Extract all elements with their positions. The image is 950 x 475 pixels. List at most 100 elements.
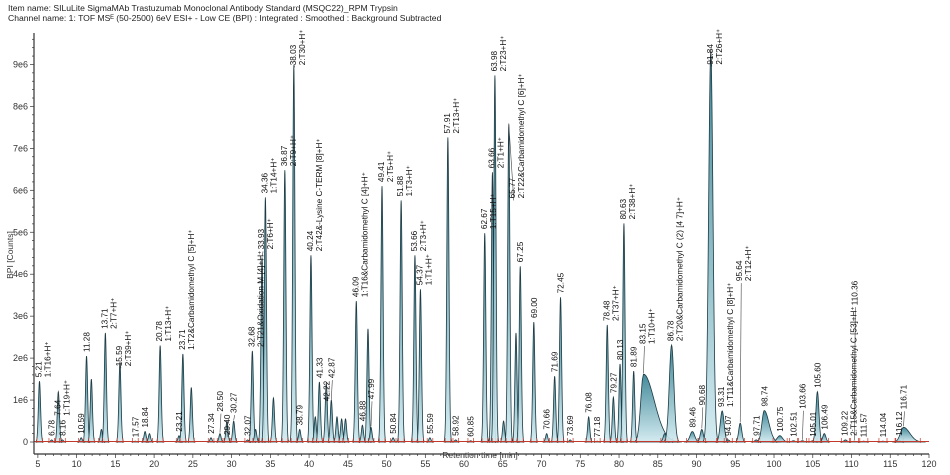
x-tick-label: 100	[767, 459, 782, 469]
x-tick-label: 115	[883, 459, 897, 469]
peak-label-81.89: 81.89	[630, 346, 639, 367]
peak-71.69	[550, 376, 559, 443]
peak-label-40.24: 40.24 2:T42&-Lysine C-TERM [8]+H⁺	[306, 138, 324, 251]
peak-rt-label: 103.66	[798, 383, 807, 408]
label-leader-line	[325, 382, 328, 404]
peak-annotation: 1:T11&Carbamidomethyl C [8]+H⁺	[726, 282, 735, 407]
peak-rt-label: 60.85	[467, 416, 476, 437]
peak-label-89.46: 89.46	[688, 407, 697, 428]
peak-91.84	[702, 50, 719, 443]
peak-rt-label: 10.59	[77, 413, 86, 434]
peak-rt-label: 42.22	[322, 380, 331, 401]
y-tick-label: 7e6	[13, 143, 28, 153]
peak-rt-label: 46.88	[358, 400, 367, 421]
peak-annotation: 2:T3+H⁺	[419, 220, 428, 251]
peak-49.41	[377, 186, 387, 443]
peak-65.77	[504, 124, 513, 443]
x-axis-title: Retention time [min]	[442, 450, 518, 460]
peak-annotation: 2:T30+H⁺	[298, 29, 307, 65]
peak-label-78.48: 78.48 2:T37+H⁺	[602, 285, 620, 321]
y-tick-label: 6e6	[13, 185, 28, 195]
peak-label-95.64: 95.64 2:T12+H⁺	[735, 245, 753, 281]
peak-label-41.33: 41.33	[315, 357, 324, 378]
x-tick-label: 50	[382, 459, 392, 469]
peak-label-70.66: 70.66	[543, 409, 552, 430]
x-tick-label: 5	[35, 459, 40, 469]
peak-label-77.18: 77.18	[593, 416, 602, 437]
peak-62.67	[480, 233, 489, 443]
peak-69.00	[529, 321, 538, 443]
peak-label-111.57: 111.57	[860, 413, 869, 437]
peak-annotation: 2:T13+H⁺	[452, 98, 461, 134]
x-tick-label: 15	[110, 459, 120, 469]
peak-label-110.36: 110.36	[850, 280, 859, 305]
peak-annotation: 2:T20&Carbamidomethyl C (2) [4 7]+H⁺	[676, 197, 685, 341]
peak-rt-label: 51.88	[396, 175, 405, 196]
peak-annotation: 2:T23+H⁺	[499, 35, 508, 71]
peak-rt-label: 106.49	[820, 404, 829, 429]
peak-57.91	[443, 137, 453, 443]
peak-rt-label: 29.40	[223, 414, 232, 435]
peak-label-17.57: 17.57	[131, 416, 140, 437]
peak-label-53.66: 53.66 2:T3+H⁺	[410, 220, 428, 251]
peak-rt-label: 100.75	[776, 406, 785, 431]
peak-rt-label: 90.68	[698, 384, 707, 405]
peak-rt-label: 57.91	[443, 113, 452, 134]
peak-rt-label: 28.50	[216, 391, 225, 412]
peak-label-91.84: 91.84 2:T26+H⁺	[706, 29, 724, 65]
x-tick-label: 85	[653, 459, 663, 469]
peak-rt-label: 5.21	[35, 361, 44, 377]
peak-label-11.28: 11.28	[83, 332, 92, 352]
peak-label-114.04: 114.04	[879, 412, 888, 437]
y-tick-label: 5e6	[13, 227, 28, 237]
peak-annotation: 1:T16+H⁺	[44, 341, 53, 377]
peak-annotation: 2:T1+H⁺	[496, 137, 505, 168]
label-leader-line	[508, 123, 515, 201]
peak-label-10.59: 10.59	[77, 413, 86, 434]
label-leader-line	[854, 307, 856, 441]
y-tick-label: 9e6	[13, 59, 28, 69]
peak-label-105.60: 105.60	[813, 362, 822, 387]
label-leader-line	[643, 346, 645, 374]
peak-5.21	[35, 381, 44, 443]
peak-label-94.07: 94.07	[724, 415, 733, 436]
peak-annotation: 1:T15+H⁺	[489, 193, 498, 229]
peak-rt-label: 17.57	[131, 416, 140, 437]
peak-rt-label: 23.21	[175, 411, 184, 432]
y-tick-label: 0	[23, 437, 28, 447]
peak-46.09	[352, 301, 361, 443]
peak-rt-label: 34.36	[260, 172, 269, 193]
peak-rt-label: 70.66	[543, 409, 552, 430]
x-tick-label: 60	[459, 459, 469, 469]
peak-rt-label: 38.79	[296, 404, 305, 425]
peak-label-8.16: 8.16	[58, 420, 67, 436]
y-tick-label: 2e6	[13, 353, 28, 363]
label-leader-line	[226, 420, 229, 438]
x-tick-label: 90	[692, 459, 702, 469]
peak-rt-label: 15.59	[115, 345, 124, 366]
peak-rt-label: 105.01	[809, 411, 818, 436]
peak-rt-label: 105.60	[813, 362, 822, 387]
peak-80.63	[619, 223, 629, 443]
peak-label-49.41: 49.41 2:T5+H⁺	[377, 151, 395, 182]
peak-79.27	[609, 395, 618, 443]
y-tick-label: 1e6	[13, 395, 28, 405]
peak-label-79.27: 79.27	[609, 372, 618, 393]
peak-label-72.45: 72.45	[557, 272, 566, 293]
channel-name: Channel name: 1: TOF MSᴱ (50-2500) 6eV E…	[8, 13, 442, 23]
peak-rt-label: 69.00	[530, 297, 539, 318]
peak-annotation: 2:T9+H⁺	[289, 135, 298, 166]
peak-78.48	[603, 324, 612, 443]
peak-label-55.59: 55.59	[426, 413, 435, 434]
peak-label-116.12: 116.12	[895, 411, 904, 436]
peak-label-38.03: 38.03 2:T30+H⁺	[289, 29, 307, 65]
peak-rt-label: 33.93	[257, 228, 266, 249]
peak-rt-label: 62.67	[480, 208, 489, 229]
peak-rt-label: 71.69	[551, 351, 560, 372]
peak-label-28.50: 28.50	[216, 391, 225, 412]
peak-rt-label: 93.31	[717, 386, 726, 407]
peak-label-73.69: 73.69	[566, 415, 575, 436]
peak-label-50.84: 50.84	[389, 413, 398, 434]
peak-label-102.51: 102.51	[790, 411, 799, 436]
